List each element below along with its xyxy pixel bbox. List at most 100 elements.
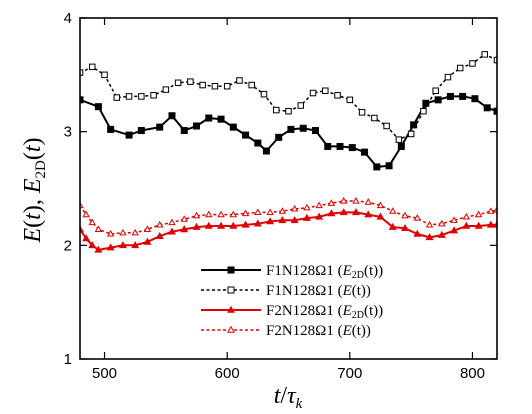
data-point: [413, 229, 422, 237]
data-point: [82, 234, 91, 242]
data-point: [131, 241, 140, 249]
data-point: [401, 224, 410, 232]
series-layer: [80, 51, 497, 253]
data-point: [278, 216, 287, 224]
data-point: [471, 95, 479, 103]
data-point: [125, 131, 133, 139]
data-point: [434, 96, 442, 104]
data-point: [168, 112, 176, 120]
series-4: [80, 197, 497, 237]
data-point: [446, 92, 454, 100]
data-point: [131, 228, 139, 236]
data-point: [82, 210, 90, 218]
data-point: [174, 79, 182, 87]
data-point: [339, 197, 348, 204]
data-point: [229, 210, 238, 218]
data-point: [143, 237, 152, 245]
data-point: [297, 102, 305, 109]
data-point: [290, 216, 299, 224]
data-point: [315, 212, 324, 220]
legend: F1N128Ω1 (E2D(t)) F1N128Ω1 (E(t)) F2N128Ω1…: [201, 263, 383, 339]
data-point: [358, 109, 366, 116]
y-tick-label: 1: [64, 351, 72, 368]
legend-label: F2N128Ω1 (E2D(t)): [266, 303, 383, 321]
data-point: [395, 136, 403, 143]
legend-marker: [227, 305, 235, 313]
data-point: [101, 71, 108, 79]
data-point: [483, 104, 491, 112]
data-point: [205, 210, 213, 218]
data-point: [125, 93, 133, 100]
data-point: [204, 221, 213, 229]
data-point: [420, 107, 427, 115]
data-point: [180, 215, 188, 222]
data-point: [346, 96, 354, 104]
data-point: [348, 144, 356, 152]
series-line: [80, 200, 497, 235]
data-point: [413, 214, 422, 221]
data-point: [94, 245, 103, 253]
data-point: [401, 211, 409, 219]
data-point: [311, 127, 319, 135]
data-point: [361, 148, 369, 156]
data-point: [80, 69, 84, 76]
x-axis-title: t/τk: [274, 383, 303, 412]
data-point: [137, 127, 145, 135]
legend-marker: [227, 325, 235, 333]
data-point: [241, 220, 250, 228]
data-point: [444, 73, 452, 81]
data-point: [302, 213, 311, 221]
data-point: [493, 107, 497, 115]
data-point: [88, 241, 97, 249]
legend-label: F1N128Ω1 (E(t)): [266, 283, 371, 299]
series-1: [80, 92, 497, 171]
data-point: [155, 220, 164, 228]
data-point: [266, 217, 275, 225]
data-point: [217, 221, 226, 229]
data-point: [315, 201, 323, 209]
data-point: [373, 163, 381, 171]
x-tick-label: 500: [92, 365, 117, 382]
data-point: [205, 114, 213, 122]
data-point: [241, 209, 250, 217]
data-point: [242, 131, 250, 139]
data-point: [481, 51, 488, 58]
legend-marker: [227, 286, 235, 294]
data-point: [493, 56, 497, 64]
data-point: [211, 82, 219, 90]
y-tick-label: 4: [64, 10, 72, 27]
data-point: [299, 124, 307, 132]
data-point: [324, 142, 332, 150]
data-point: [150, 92, 157, 99]
data-point: [119, 228, 127, 236]
data-point: [266, 208, 274, 215]
data-point: [254, 139, 262, 147]
data-point: [89, 63, 96, 71]
data-point: [486, 220, 495, 228]
legend-label: F2N128Ω1 (E(t)): [266, 323, 371, 339]
data-point: [217, 210, 225, 218]
legend-entry: F1N128Ω1 (E(t)): [201, 283, 371, 299]
data-point: [474, 221, 483, 229]
data-point: [437, 230, 446, 238]
data-point: [192, 222, 201, 230]
data-point: [88, 218, 96, 226]
data-point: [364, 198, 372, 205]
data-point: [385, 162, 393, 170]
data-point: [278, 207, 287, 214]
data-point: [327, 209, 336, 217]
data-point: [113, 94, 121, 101]
data-point: [217, 115, 225, 123]
data-point: [193, 122, 201, 130]
data-point: [80, 96, 84, 104]
series-3: [80, 208, 497, 253]
data-point: [180, 225, 189, 233]
data-point: [253, 219, 262, 227]
data-point: [376, 212, 385, 220]
data-point: [364, 210, 373, 218]
data-point: [459, 92, 467, 100]
data-point: [162, 86, 170, 93]
data-point: [450, 226, 459, 234]
legend-entry: F2N128Ω1 (E2D(t)): [201, 303, 383, 321]
data-point: [287, 125, 295, 133]
